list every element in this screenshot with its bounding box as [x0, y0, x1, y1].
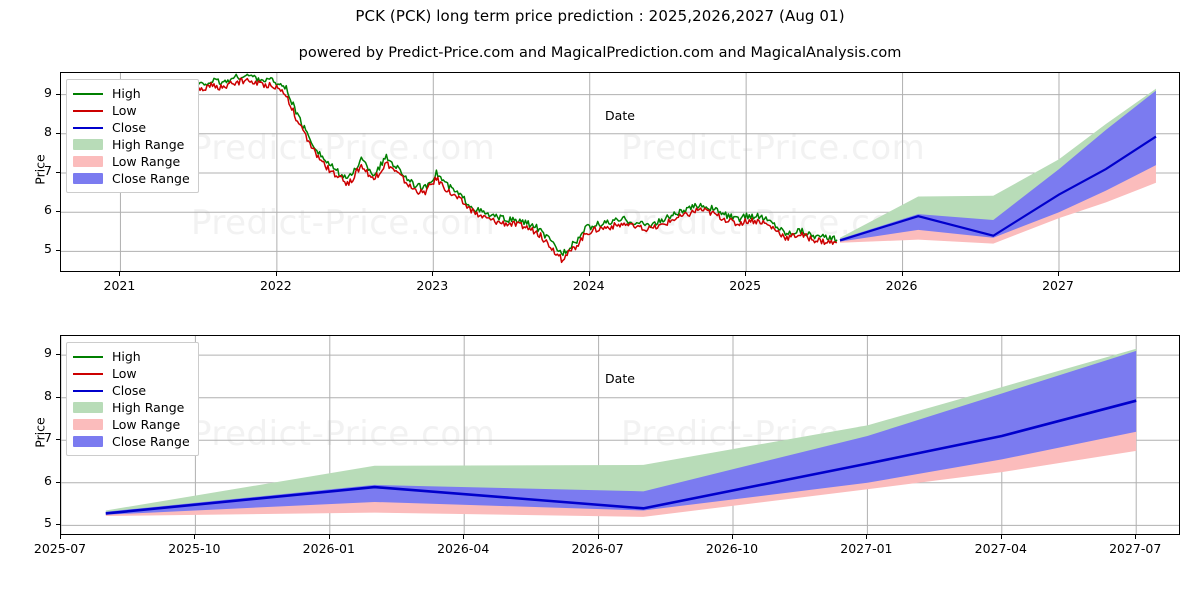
overview-x-tick: 2021 [79, 278, 159, 293]
forecast-y-tickmark [56, 354, 60, 355]
overview-y-tick: 7 [26, 163, 52, 178]
forecast-detail-chart: Predict-Price.com Predict-Price.com High… [60, 335, 1180, 535]
legend-swatch-low-range-icon [73, 156, 103, 167]
forecast-y-tickmark [56, 397, 60, 398]
legend-item[interactable]: High Range [73, 399, 190, 416]
forecast-y-tickmark [56, 439, 60, 440]
overview-x-tickmark [432, 272, 433, 276]
overview-y-tickmark [56, 133, 60, 134]
overview-x-tick: 2023 [392, 278, 472, 293]
legend-label: Low [112, 366, 137, 381]
legend-item[interactable]: High [73, 348, 190, 365]
forecast-legend: High Low Close High Range Low Range Close Ran… [66, 342, 199, 456]
legend-item[interactable]: High [73, 85, 190, 102]
overview-chart: Predict-Price.com Predict-Price.com Pred… [60, 72, 1180, 272]
page-title: PCK (PCK) long term price prediction : 2… [0, 7, 1200, 25]
overview-x-tickmark [745, 272, 746, 276]
legend-label: Close Range [112, 171, 190, 186]
forecast-y-tickmark [56, 482, 60, 483]
forecast-x-tickmark [463, 535, 464, 539]
forecast-x-tick: 2026-01 [279, 541, 379, 556]
legend-item[interactable]: Close Range [73, 433, 190, 450]
legend-item[interactable]: Close [73, 382, 190, 399]
forecast-x-tick: 2027-07 [1085, 541, 1185, 556]
overview-y-tickmark [56, 94, 60, 95]
forecast-y-tick: 5 [26, 515, 52, 530]
forecast-y-tickmark [56, 524, 60, 525]
forecast-x-tickmark [1135, 535, 1136, 539]
legend-item[interactable]: Low [73, 102, 190, 119]
forecast-x-tick: 2026-10 [682, 541, 782, 556]
forecast-x-tickmark [598, 535, 599, 539]
forecast-x-tick: 2027-04 [951, 541, 1051, 556]
legend-swatch-close-range-icon [73, 436, 103, 447]
overview-y-tick: 5 [26, 241, 52, 256]
legend-item[interactable]: Low Range [73, 416, 190, 433]
legend-label: High Range [112, 400, 184, 415]
overview-x-tickmark [589, 272, 590, 276]
forecast-plot-frame: Predict-Price.com Predict-Price.com High… [60, 335, 1180, 535]
legend-swatch-low-icon [73, 368, 103, 380]
legend-swatch-high-range-icon [73, 402, 103, 413]
legend-item[interactable]: Low [73, 365, 190, 382]
forecast-y-tick: 6 [26, 473, 52, 488]
legend-label: Close [112, 383, 146, 398]
forecast-data-layer [61, 336, 1180, 535]
forecast-y-tick: 8 [26, 388, 52, 403]
overview-x-tickmark [1058, 272, 1059, 276]
forecast-x-tick: 2025-07 [10, 541, 110, 556]
overview-x-tick: 2027 [1018, 278, 1098, 293]
overview-x-tick: 2025 [705, 278, 785, 293]
legend-label: High Range [112, 137, 184, 152]
forecast-x-tick: 2026-04 [413, 541, 513, 556]
overview-x-tickmark [902, 272, 903, 276]
legend-swatch-high-icon [73, 88, 103, 100]
forecast-y-tick: 9 [26, 345, 52, 360]
overview-y-tick: 6 [26, 202, 52, 217]
prediction-figure: PCK (PCK) long term price prediction : 2… [0, 0, 1200, 600]
legend-label: Low [112, 103, 137, 118]
overview-y-tickmark [56, 250, 60, 251]
overview-y-tick: 8 [26, 124, 52, 139]
forecast-y-tick: 7 [26, 430, 52, 445]
forecast-x-tickmark [866, 535, 867, 539]
overview-y-tick: 9 [26, 85, 52, 100]
forecast-x-tickmark [732, 535, 733, 539]
legend-swatch-close-icon [73, 122, 103, 134]
legend-swatch-high-icon [73, 351, 103, 363]
forecast-x-tick: 2026-07 [548, 541, 648, 556]
forecast-x-tickmark [329, 535, 330, 539]
overview-x-tick: 2022 [236, 278, 316, 293]
legend-label: Close Range [112, 434, 190, 449]
overview-plot-frame: Predict-Price.com Predict-Price.com Pred… [60, 72, 1180, 272]
legend-item[interactable]: Low Range [73, 153, 190, 170]
legend-swatch-low-icon [73, 105, 103, 117]
overview-x-tick: 2024 [549, 278, 629, 293]
overview-x-tickmark [276, 272, 277, 276]
overview-x-tick: 2026 [862, 278, 942, 293]
overview-data-layer [61, 73, 1180, 272]
legend-label: Low Range [112, 417, 180, 432]
page-subtitle: powered by Predict-Price.com and Magical… [0, 45, 1200, 61]
forecast-x-tickmark [194, 535, 195, 539]
legend-swatch-high-range-icon [73, 139, 103, 150]
legend-item[interactable]: High Range [73, 136, 190, 153]
forecast-x-tick: 2027-01 [816, 541, 916, 556]
legend-item[interactable]: Close Range [73, 170, 190, 187]
legend-swatch-close-range-icon [73, 173, 103, 184]
legend-label: High [112, 349, 141, 364]
forecast-x-tickmark [1001, 535, 1002, 539]
overview-legend: High Low Close High Range Low Range Close Ran… [66, 79, 199, 193]
legend-swatch-low-range-icon [73, 419, 103, 430]
legend-label: High [112, 86, 141, 101]
legend-label: Low Range [112, 154, 180, 169]
legend-label: Close [112, 120, 146, 135]
forecast-x-tickmark [60, 535, 61, 539]
forecast-x-tick: 2025-10 [144, 541, 244, 556]
overview-y-tickmark [56, 172, 60, 173]
overview-x-tickmark [119, 272, 120, 276]
overview-y-tickmark [56, 211, 60, 212]
legend-item[interactable]: Close [73, 119, 190, 136]
legend-swatch-close-icon [73, 385, 103, 397]
